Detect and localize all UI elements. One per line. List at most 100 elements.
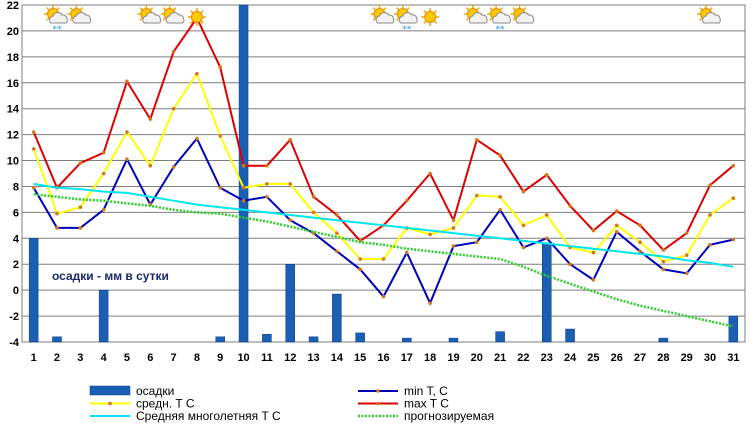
sun-ray bbox=[383, 7, 387, 11]
series-point bbox=[171, 165, 176, 169]
series-point bbox=[544, 213, 549, 217]
x-tick-label: 2 bbox=[54, 352, 60, 364]
legend-label: max T C bbox=[404, 397, 449, 411]
series-point bbox=[661, 267, 666, 272]
series-point bbox=[288, 138, 293, 142]
legend-marker bbox=[376, 389, 380, 393]
x-tick-label: 12 bbox=[284, 352, 296, 364]
series-point bbox=[684, 253, 689, 257]
sun-cloud-icon bbox=[160, 5, 185, 24]
legend-item: осадки bbox=[89, 384, 174, 398]
sun-ray bbox=[190, 20, 194, 24]
precip-bar bbox=[542, 243, 552, 343]
series-point bbox=[101, 150, 106, 155]
legend-item: средн. T C bbox=[90, 397, 195, 411]
series-point bbox=[381, 257, 386, 261]
legend: осадки min T, C средн. T C max T C Средняя м… bbox=[89, 384, 494, 423]
series-point bbox=[31, 185, 36, 190]
legend-item: Средняя многолетняя T C bbox=[90, 409, 281, 423]
series-point bbox=[451, 226, 456, 230]
cloud-shape bbox=[165, 12, 185, 24]
cloud-shape bbox=[49, 12, 68, 24]
series-point bbox=[661, 259, 666, 264]
sun-cloud-icon bbox=[697, 5, 721, 24]
x-tick-label: 1 bbox=[31, 352, 37, 364]
series-point bbox=[241, 163, 246, 168]
cloud-shape bbox=[515, 12, 535, 24]
x-tick-label: 10 bbox=[237, 352, 249, 364]
precip-bar bbox=[98, 289, 109, 343]
grid bbox=[21, 4, 746, 343]
series-point bbox=[125, 157, 129, 162]
series-point bbox=[171, 49, 176, 54]
series-point bbox=[428, 171, 432, 176]
series-point bbox=[31, 130, 36, 134]
sun-icon bbox=[187, 8, 206, 26]
precip-bar bbox=[332, 293, 342, 343]
legend-label: осадки bbox=[136, 384, 174, 398]
series-point bbox=[358, 267, 362, 272]
sun-ray bbox=[139, 17, 143, 21]
x-tick-label: 11 bbox=[261, 352, 273, 364]
sun-ray bbox=[69, 7, 73, 11]
series-point bbox=[335, 213, 339, 217]
series-point bbox=[591, 277, 596, 282]
x-tick-label: 5 bbox=[124, 352, 130, 364]
sun-ray bbox=[46, 7, 50, 11]
series-point bbox=[358, 257, 362, 261]
sun-ray bbox=[423, 20, 427, 24]
x-tick-label: 25 bbox=[587, 352, 599, 364]
series-point bbox=[311, 210, 316, 215]
y-tick-label: 2 bbox=[13, 259, 19, 271]
series-point bbox=[78, 161, 83, 165]
sun-ray bbox=[465, 17, 470, 21]
sun-ray bbox=[465, 7, 470, 11]
legend-marker bbox=[108, 401, 112, 406]
series-point bbox=[568, 204, 572, 208]
sun-icon bbox=[421, 8, 440, 26]
y-tick-label: 20 bbox=[7, 26, 19, 38]
x-tick-label: 8 bbox=[194, 352, 200, 364]
series-point bbox=[381, 294, 386, 299]
series-point bbox=[521, 189, 526, 194]
series-point bbox=[241, 198, 246, 203]
series-point bbox=[31, 147, 36, 151]
weather-icons: ** ** ** bbox=[43, 5, 721, 35]
series-point bbox=[55, 211, 59, 216]
series-point bbox=[335, 249, 339, 254]
series-point bbox=[55, 226, 59, 230]
series-point bbox=[311, 195, 316, 199]
x-tick-label: 9 bbox=[217, 352, 223, 364]
sun-ray bbox=[395, 17, 400, 21]
sun-disk bbox=[424, 11, 437, 23]
series-point bbox=[218, 65, 223, 70]
sun-ray bbox=[489, 7, 493, 11]
sun-cloud-icon bbox=[67, 5, 92, 24]
precip-bar bbox=[28, 238, 39, 343]
series-point bbox=[125, 79, 129, 84]
sun-ray bbox=[162, 7, 166, 11]
series-point bbox=[428, 301, 432, 305]
series-point bbox=[335, 231, 339, 235]
series-point bbox=[614, 223, 619, 228]
cloud-shape bbox=[492, 12, 511, 24]
series-point bbox=[521, 245, 526, 250]
x-tick-label: 19 bbox=[447, 352, 459, 364]
series-point bbox=[498, 195, 502, 199]
series-point bbox=[451, 218, 456, 222]
sun-ray bbox=[512, 17, 516, 21]
precip-bar bbox=[495, 331, 505, 343]
snow-icon: ** bbox=[52, 25, 62, 35]
sun-ray bbox=[190, 10, 194, 14]
series-point bbox=[218, 185, 223, 190]
x-tick-label: 13 bbox=[307, 352, 319, 364]
legend-item: min T, C bbox=[358, 384, 448, 398]
snow-icon: ** bbox=[496, 25, 506, 35]
sun-ray bbox=[80, 7, 84, 11]
series-point bbox=[731, 163, 736, 168]
y-tick-label: -2 bbox=[9, 311, 19, 323]
series-point bbox=[78, 205, 83, 209]
series-point bbox=[591, 228, 596, 233]
